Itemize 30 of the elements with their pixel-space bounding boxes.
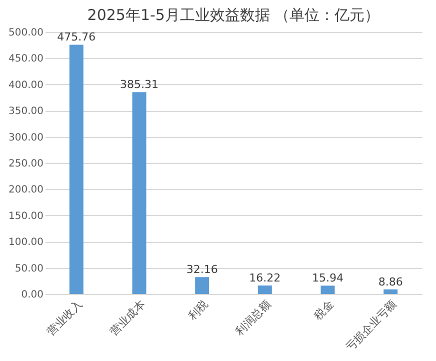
data-label: 475.76 [57, 30, 96, 44]
y-tick-label: 50.00 [14, 263, 44, 274]
y-tick-label: 450.00 [8, 54, 44, 65]
data-label: 32.16 [186, 263, 218, 276]
x-tick-label: 营业成本 [107, 298, 148, 338]
bar [258, 286, 272, 294]
y-tick-label: 400.00 [8, 80, 44, 91]
data-label: 8.86 [378, 275, 403, 288]
bar [69, 44, 84, 294]
y-tick-label: 250.00 [8, 158, 44, 170]
y-tick-label: 350.00 [8, 106, 44, 118]
y-tick-label: 200.00 [8, 184, 44, 196]
y-tick-label: 300.00 [8, 132, 44, 144]
x-tick-label: 营业收入 [44, 298, 85, 338]
bar [320, 286, 335, 294]
x-tick-label: 利润总额 [233, 298, 274, 338]
y-tick-label: 100.00 [8, 237, 44, 248]
data-label: 16.22 [249, 272, 281, 284]
x-tick-label: 利税 [186, 298, 211, 323]
bar [384, 289, 398, 294]
bar [132, 92, 146, 294]
x-tick-label: 税金 [311, 298, 336, 323]
y-tick-label: 500.00 [8, 28, 44, 38]
bar [195, 277, 210, 294]
x-tick-label: 亏损企业亏额 [343, 298, 400, 354]
data-label: 385.31 [120, 78, 158, 92]
y-tick-label: 0.00 [21, 290, 44, 300]
y-tick-label: 150.00 [8, 210, 44, 222]
data-label: 15.94 [312, 272, 344, 285]
chart-title: 2025年1-5月工业效益数据 （单位：亿元） [87, 6, 380, 24]
